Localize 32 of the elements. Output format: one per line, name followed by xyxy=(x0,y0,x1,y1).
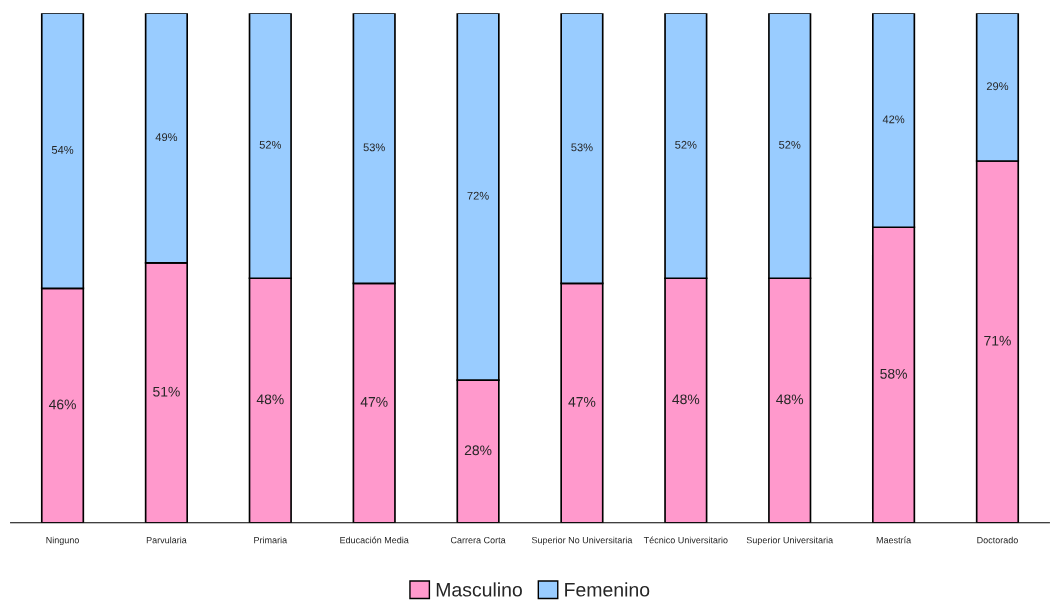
data-label: 52% xyxy=(675,140,697,149)
legend-label: Femenino xyxy=(565,582,650,597)
data-label: 29% xyxy=(986,82,1009,91)
x-tick-label: Doctorado xyxy=(977,536,1018,544)
x-tick-label: Carrera Corta xyxy=(450,536,506,544)
data-label: 48% xyxy=(256,394,284,405)
x-tick-label: Primaria xyxy=(254,536,288,544)
legend-label: Masculino xyxy=(436,582,522,597)
x-tick-label: Educación Media xyxy=(340,536,409,544)
data-label: 47% xyxy=(568,397,596,407)
data-label: 52% xyxy=(779,140,801,149)
data-label: 49% xyxy=(155,133,178,142)
data-label: 71% xyxy=(984,335,1011,346)
data-label: 54% xyxy=(51,146,74,154)
data-label: 53% xyxy=(363,143,385,152)
data-label: 28% xyxy=(464,445,492,456)
data-label: 58% xyxy=(880,368,907,379)
data-label: 48% xyxy=(672,394,700,405)
x-tick-label: Ninguno xyxy=(46,536,79,546)
x-tick-label: Técnico Universitario xyxy=(643,536,728,544)
data-label: 52% xyxy=(259,140,282,149)
data-label: 53% xyxy=(571,143,593,152)
data-label: 47% xyxy=(360,397,388,407)
x-tick-label: Superior No Universitaria xyxy=(531,536,633,546)
data-label: 51% xyxy=(153,386,180,397)
x-tick-label: Parvularia xyxy=(146,536,187,544)
data-label: 46% xyxy=(48,399,76,410)
data-label: 42% xyxy=(882,115,905,124)
x-tick-label: Superior Universitaria xyxy=(746,536,834,546)
data-label: 72% xyxy=(467,191,489,200)
data-label: 48% xyxy=(776,394,804,405)
x-tick-label: Maestría xyxy=(876,536,912,544)
